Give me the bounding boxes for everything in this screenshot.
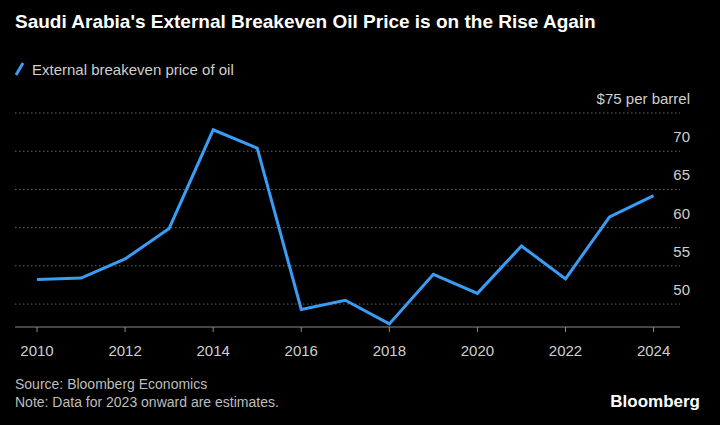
y-tick-label: 70 — [673, 128, 690, 145]
x-tick — [565, 327, 566, 332]
x-tick — [301, 327, 302, 332]
title: Saudi Arabia's External Breakeven Oil Pr… — [15, 11, 596, 32]
x-tick — [37, 327, 38, 332]
x-tick-label: 2010 — [20, 342, 53, 359]
x-tick-label: 2012 — [108, 342, 141, 359]
y-tick-label: 60 — [673, 205, 690, 222]
note: Note: Data for 2023 onward are estimates… — [15, 394, 279, 410]
source: Source: Bloomberg Economics — [15, 376, 207, 392]
y-tick-label: 65 — [673, 166, 690, 183]
x-tick — [389, 327, 390, 332]
y-tick-label: 50 — [673, 281, 690, 298]
grid-line — [15, 113, 680, 114]
legend-label: External breakeven price of oil — [32, 61, 234, 78]
x-tick-label: 2024 — [637, 342, 670, 359]
x-tick — [213, 327, 214, 332]
x-tick — [653, 327, 654, 332]
y-tick-label: 55 — [673, 243, 690, 260]
data-line — [37, 130, 654, 324]
grid-line — [15, 189, 680, 190]
background — [0, 0, 720, 425]
x-tick — [477, 327, 478, 332]
grid-line — [15, 304, 680, 305]
x-tick-label: 2018 — [373, 342, 406, 359]
plot-area — [37, 130, 654, 324]
chart: Saudi Arabia's External Breakeven Oil Pr… — [0, 0, 720, 425]
grid-line — [15, 151, 680, 152]
x-tick-label: 2014 — [196, 342, 229, 359]
credit: Bloomberg — [610, 392, 700, 411]
x-tick-label: 2020 — [461, 342, 494, 359]
grid-line — [15, 227, 680, 228]
legend-swatch — [16, 63, 23, 75]
x-axis — [15, 327, 680, 328]
grid-line — [15, 265, 680, 266]
x-tick-label: 2022 — [549, 342, 582, 359]
x-tick — [125, 327, 126, 332]
y-tick-label: $75 per barrel — [597, 90, 690, 107]
x-tick-label: 2016 — [285, 342, 318, 359]
